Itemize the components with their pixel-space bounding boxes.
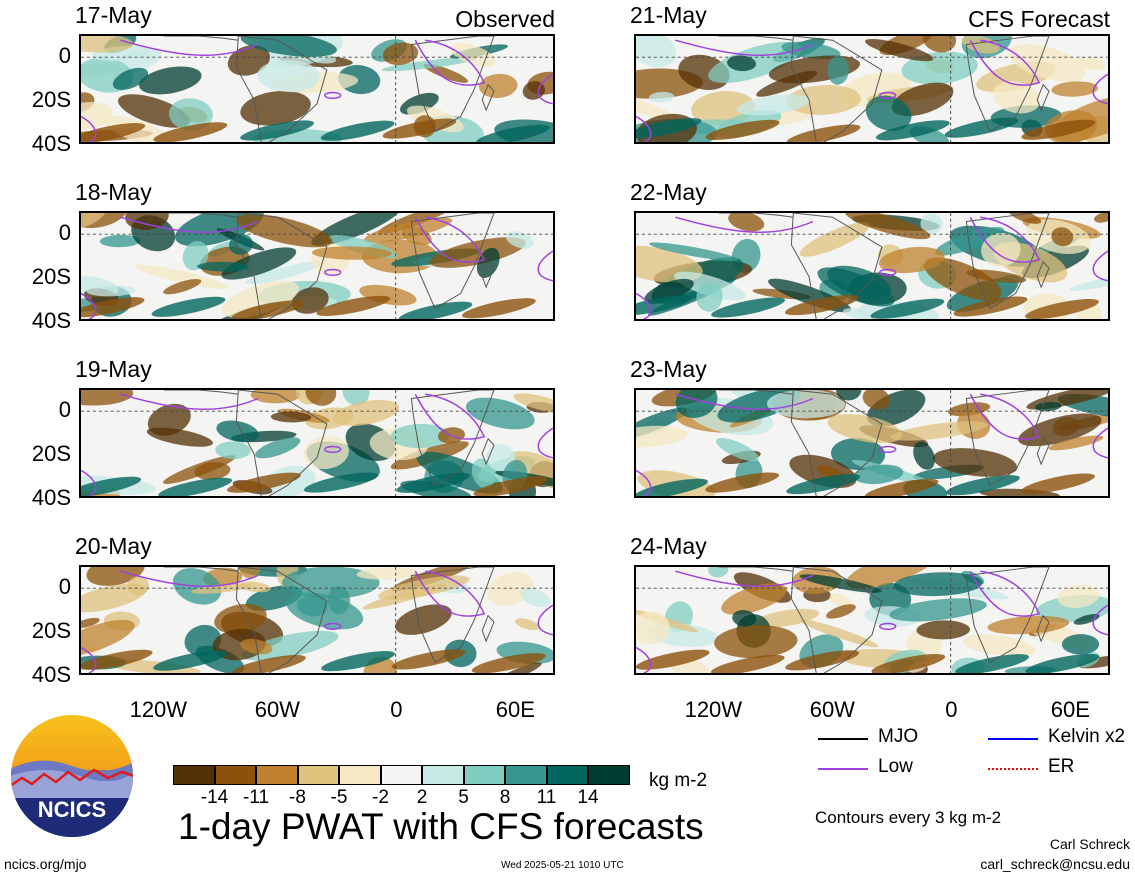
y-tick-label: 40S [31,131,71,156]
colorbar-segment [339,765,381,785]
panel-date: 18-May [75,179,152,205]
colorbar-segment [214,765,256,785]
y-tick-label: 20S [31,441,71,466]
colorbar-segment [380,765,422,785]
colorbar-segment [546,765,588,785]
footer-email: carl_schreck@ncsu.edu [980,856,1130,872]
logo-text: NCICS [38,797,106,822]
colorbar-label: 8 [499,787,511,808]
pwat-map-field [636,213,1108,319]
colorbar-label: 5 [458,787,469,808]
pwat-map-field [636,390,1108,496]
x-tick-label: 60E [495,697,535,722]
panel-date: 17-May [75,2,152,28]
colorbar-label: 14 [577,787,599,808]
pwat-map [79,211,555,321]
ncics-logo-icon: NCICS [11,715,133,837]
y-tick-label: 40S [31,308,71,333]
legend-line [988,738,1038,740]
pwat-map [634,388,1110,498]
ncics-logo: NCICS [10,714,134,838]
colorbar-segment [297,765,339,785]
footer-timestamp: Wed 2025-05-21 1010 UTC [501,860,624,871]
legend-line [818,738,868,740]
y-tick-label: 0 [58,397,71,422]
x-tick-label: 0 [390,697,403,722]
x-tick-label: 60W [809,697,855,722]
legend-label: Kelvin x2 [1048,726,1126,747]
x-tick-label: 60E [1050,697,1090,722]
pwat-map [79,34,555,144]
panel-date: 22-May [630,179,707,205]
main-title: 1-day PWAT with CFS forecasts [178,806,704,847]
colorbar-label: 11 [536,787,557,808]
colorbar-label: -5 [330,787,348,808]
y-tick-label: 0 [58,43,71,68]
colorbar-label: -2 [372,787,389,808]
pwat-map [634,565,1110,675]
colorbar-segment [256,765,298,785]
x-tick-label: 0 [945,697,958,722]
panel-date: 23-May [630,356,707,382]
colorbar-unit: kg m-2 [649,770,708,791]
legend-line [988,768,1038,770]
y-tick-label: 40S [31,485,71,510]
colorbar-segment [422,765,464,785]
pwat-map-field [81,213,553,319]
y-tick-label: 20S [31,87,71,112]
colorbar-label: -8 [289,787,306,808]
colorbar-segment [173,765,215,785]
contour-note: Contours every 3 kg m-2 [815,808,1002,827]
colorbar-segment [463,765,505,785]
colorbar-segment [505,765,547,785]
y-tick-label: 0 [58,574,71,599]
x-tick-label: 120W [684,697,743,722]
pwat-map [634,211,1110,321]
y-tick-label: 20S [31,618,71,643]
pwat-map [634,34,1110,144]
colorbar-label: 2 [416,787,428,808]
column-title: CFS Forecast [968,6,1110,32]
legend-label: Low [878,756,913,777]
y-tick-label: 40S [31,662,71,687]
pwat-map-field [636,567,1108,673]
panel-date: 21-May [630,2,707,28]
pwat-map-field [81,390,553,496]
colorbar-segment [588,765,630,785]
footer-site: ncics.org/mjo [4,856,87,872]
legend-line [818,768,868,770]
column-title: Observed [455,6,555,32]
panel-date: 20-May [75,533,152,559]
y-tick-label: 20S [31,264,71,289]
footer-author: Carl Schreck [1049,836,1130,852]
pwat-map [79,388,555,498]
legend-label: ER [1048,756,1075,777]
x-tick-label: 60W [254,697,300,722]
pwat-map [79,565,555,675]
panel-date: 19-May [75,356,152,382]
y-tick-label: 0 [58,220,71,245]
pwat-map-field [636,36,1108,142]
x-tick-label: 120W [129,697,188,722]
panel-date: 24-May [630,533,707,559]
pwat-map-field [81,36,553,142]
colorbar-label: -14 [200,787,229,808]
colorbar-label: -11 [242,787,270,808]
pwat-map-field [81,567,553,673]
legend-label: MJO [878,726,919,747]
